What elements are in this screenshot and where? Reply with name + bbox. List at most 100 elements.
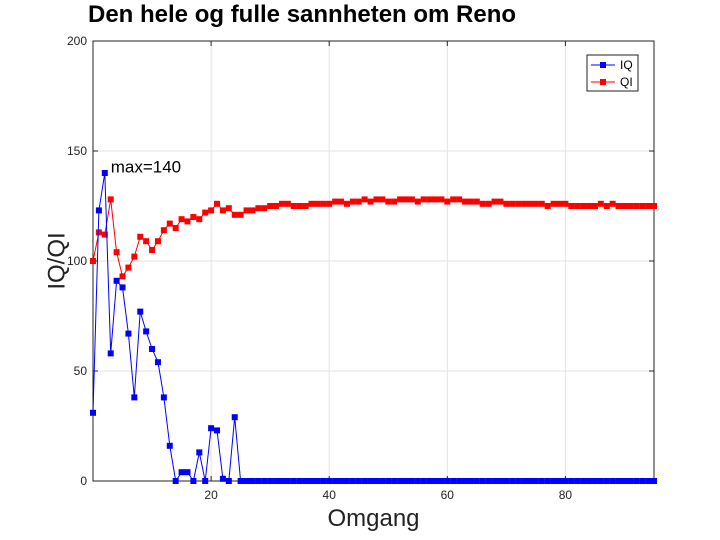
data-point-iq xyxy=(491,478,498,484)
data-point-iq xyxy=(615,478,622,484)
data-point-iq xyxy=(556,478,563,484)
data-point-qi xyxy=(125,264,132,271)
data-point-iq xyxy=(231,414,238,421)
data-point-iq xyxy=(574,478,581,484)
data-point-qi xyxy=(101,231,108,238)
data-point-qi xyxy=(479,200,486,207)
data-point-iq xyxy=(645,478,652,484)
data-point-iq xyxy=(308,478,315,484)
data-point-qi xyxy=(491,198,498,205)
data-point-qi xyxy=(597,200,604,207)
data-point-qi xyxy=(208,207,215,214)
data-point-qi xyxy=(526,200,533,207)
data-point-iq xyxy=(243,478,250,484)
data-point-iq xyxy=(485,478,492,484)
data-point-qi xyxy=(231,211,238,218)
data-point-qi xyxy=(172,225,179,231)
data-point-qi xyxy=(261,205,268,212)
data-point-qi xyxy=(267,203,274,209)
x-axis-label: Omgang xyxy=(327,505,419,532)
data-point-iq xyxy=(190,478,197,484)
data-point-iq xyxy=(627,478,634,484)
data-point-iq xyxy=(580,478,587,484)
data-point-qi xyxy=(586,203,593,209)
data-point-qi xyxy=(621,203,628,209)
data-point-qi xyxy=(119,273,126,280)
data-point-iq xyxy=(521,478,528,484)
data-point-iq xyxy=(349,478,356,484)
data-point-iq xyxy=(544,478,551,484)
data-point-qi xyxy=(603,203,610,209)
data-point-qi xyxy=(308,200,315,207)
data-point-qi xyxy=(361,196,368,203)
data-point-iq xyxy=(497,478,504,484)
data-point-iq xyxy=(609,478,616,484)
data-point-iq xyxy=(361,478,368,484)
data-point-qi xyxy=(284,200,291,207)
data-point-qi xyxy=(627,203,634,209)
data-point-iq xyxy=(651,478,657,484)
data-point-iq xyxy=(550,478,557,484)
data-point-qi xyxy=(651,203,657,209)
data-point-iq xyxy=(208,425,215,432)
data-point-qi xyxy=(302,203,309,209)
legend-marker-qi xyxy=(600,79,606,85)
data-point-qi xyxy=(562,200,569,207)
data-point-qi xyxy=(343,200,350,207)
data-point-iq xyxy=(326,478,333,484)
data-point-iq xyxy=(414,478,421,484)
data-point-iq xyxy=(154,359,161,366)
data-point-qi xyxy=(131,253,138,260)
data-point-iq xyxy=(473,478,480,484)
data-point-iq xyxy=(196,449,203,456)
series-qi xyxy=(90,196,657,280)
data-point-qi xyxy=(290,203,297,209)
data-point-iq xyxy=(426,478,433,484)
data-point-qi xyxy=(90,258,96,264)
data-point-iq xyxy=(320,478,327,484)
data-point-qi xyxy=(450,196,457,203)
data-point-qi xyxy=(273,203,280,209)
data-point-iq xyxy=(408,478,415,484)
data-point-qi xyxy=(503,200,510,207)
data-point-qi xyxy=(645,203,652,209)
x-tick-label: 40 xyxy=(323,488,337,502)
data-point-qi xyxy=(385,198,392,205)
data-point-qi xyxy=(462,198,469,205)
data-point-qi xyxy=(497,198,504,205)
y-tick-label: 0 xyxy=(80,474,87,488)
data-point-iq xyxy=(526,478,533,484)
data-point-qi xyxy=(367,198,374,205)
series-iq xyxy=(90,170,657,484)
data-point-qi xyxy=(143,238,150,245)
data-point-iq xyxy=(278,478,285,484)
data-point-qi xyxy=(149,247,156,253)
data-point-qi xyxy=(184,218,191,225)
data-point-qi xyxy=(556,200,563,207)
data-point-qi xyxy=(639,203,646,209)
data-point-iq xyxy=(532,478,539,484)
data-point-iq xyxy=(562,478,569,484)
data-point-iq xyxy=(90,409,96,416)
data-point-qi xyxy=(591,203,598,209)
data-point-iq xyxy=(591,478,598,484)
series-layer xyxy=(90,170,657,484)
data-point-qi xyxy=(426,196,433,203)
x-tick-label: 80 xyxy=(559,488,573,502)
data-point-iq xyxy=(367,478,374,484)
data-point-qi xyxy=(615,203,622,209)
data-point-qi xyxy=(349,198,356,205)
data-point-iq xyxy=(633,478,640,484)
data-point-qi xyxy=(432,196,439,203)
data-point-iq xyxy=(597,478,604,484)
data-point-qi xyxy=(219,207,226,214)
data-point-iq xyxy=(284,478,291,484)
data-point-iq xyxy=(137,308,144,315)
data-point-qi xyxy=(338,198,345,205)
y-axis-label: IQ/QI xyxy=(43,232,70,289)
data-point-iq xyxy=(302,478,309,484)
data-point-iq xyxy=(237,478,244,484)
x-tick-label: 60 xyxy=(441,488,455,502)
data-point-iq xyxy=(261,478,268,484)
data-point-iq xyxy=(515,478,522,484)
